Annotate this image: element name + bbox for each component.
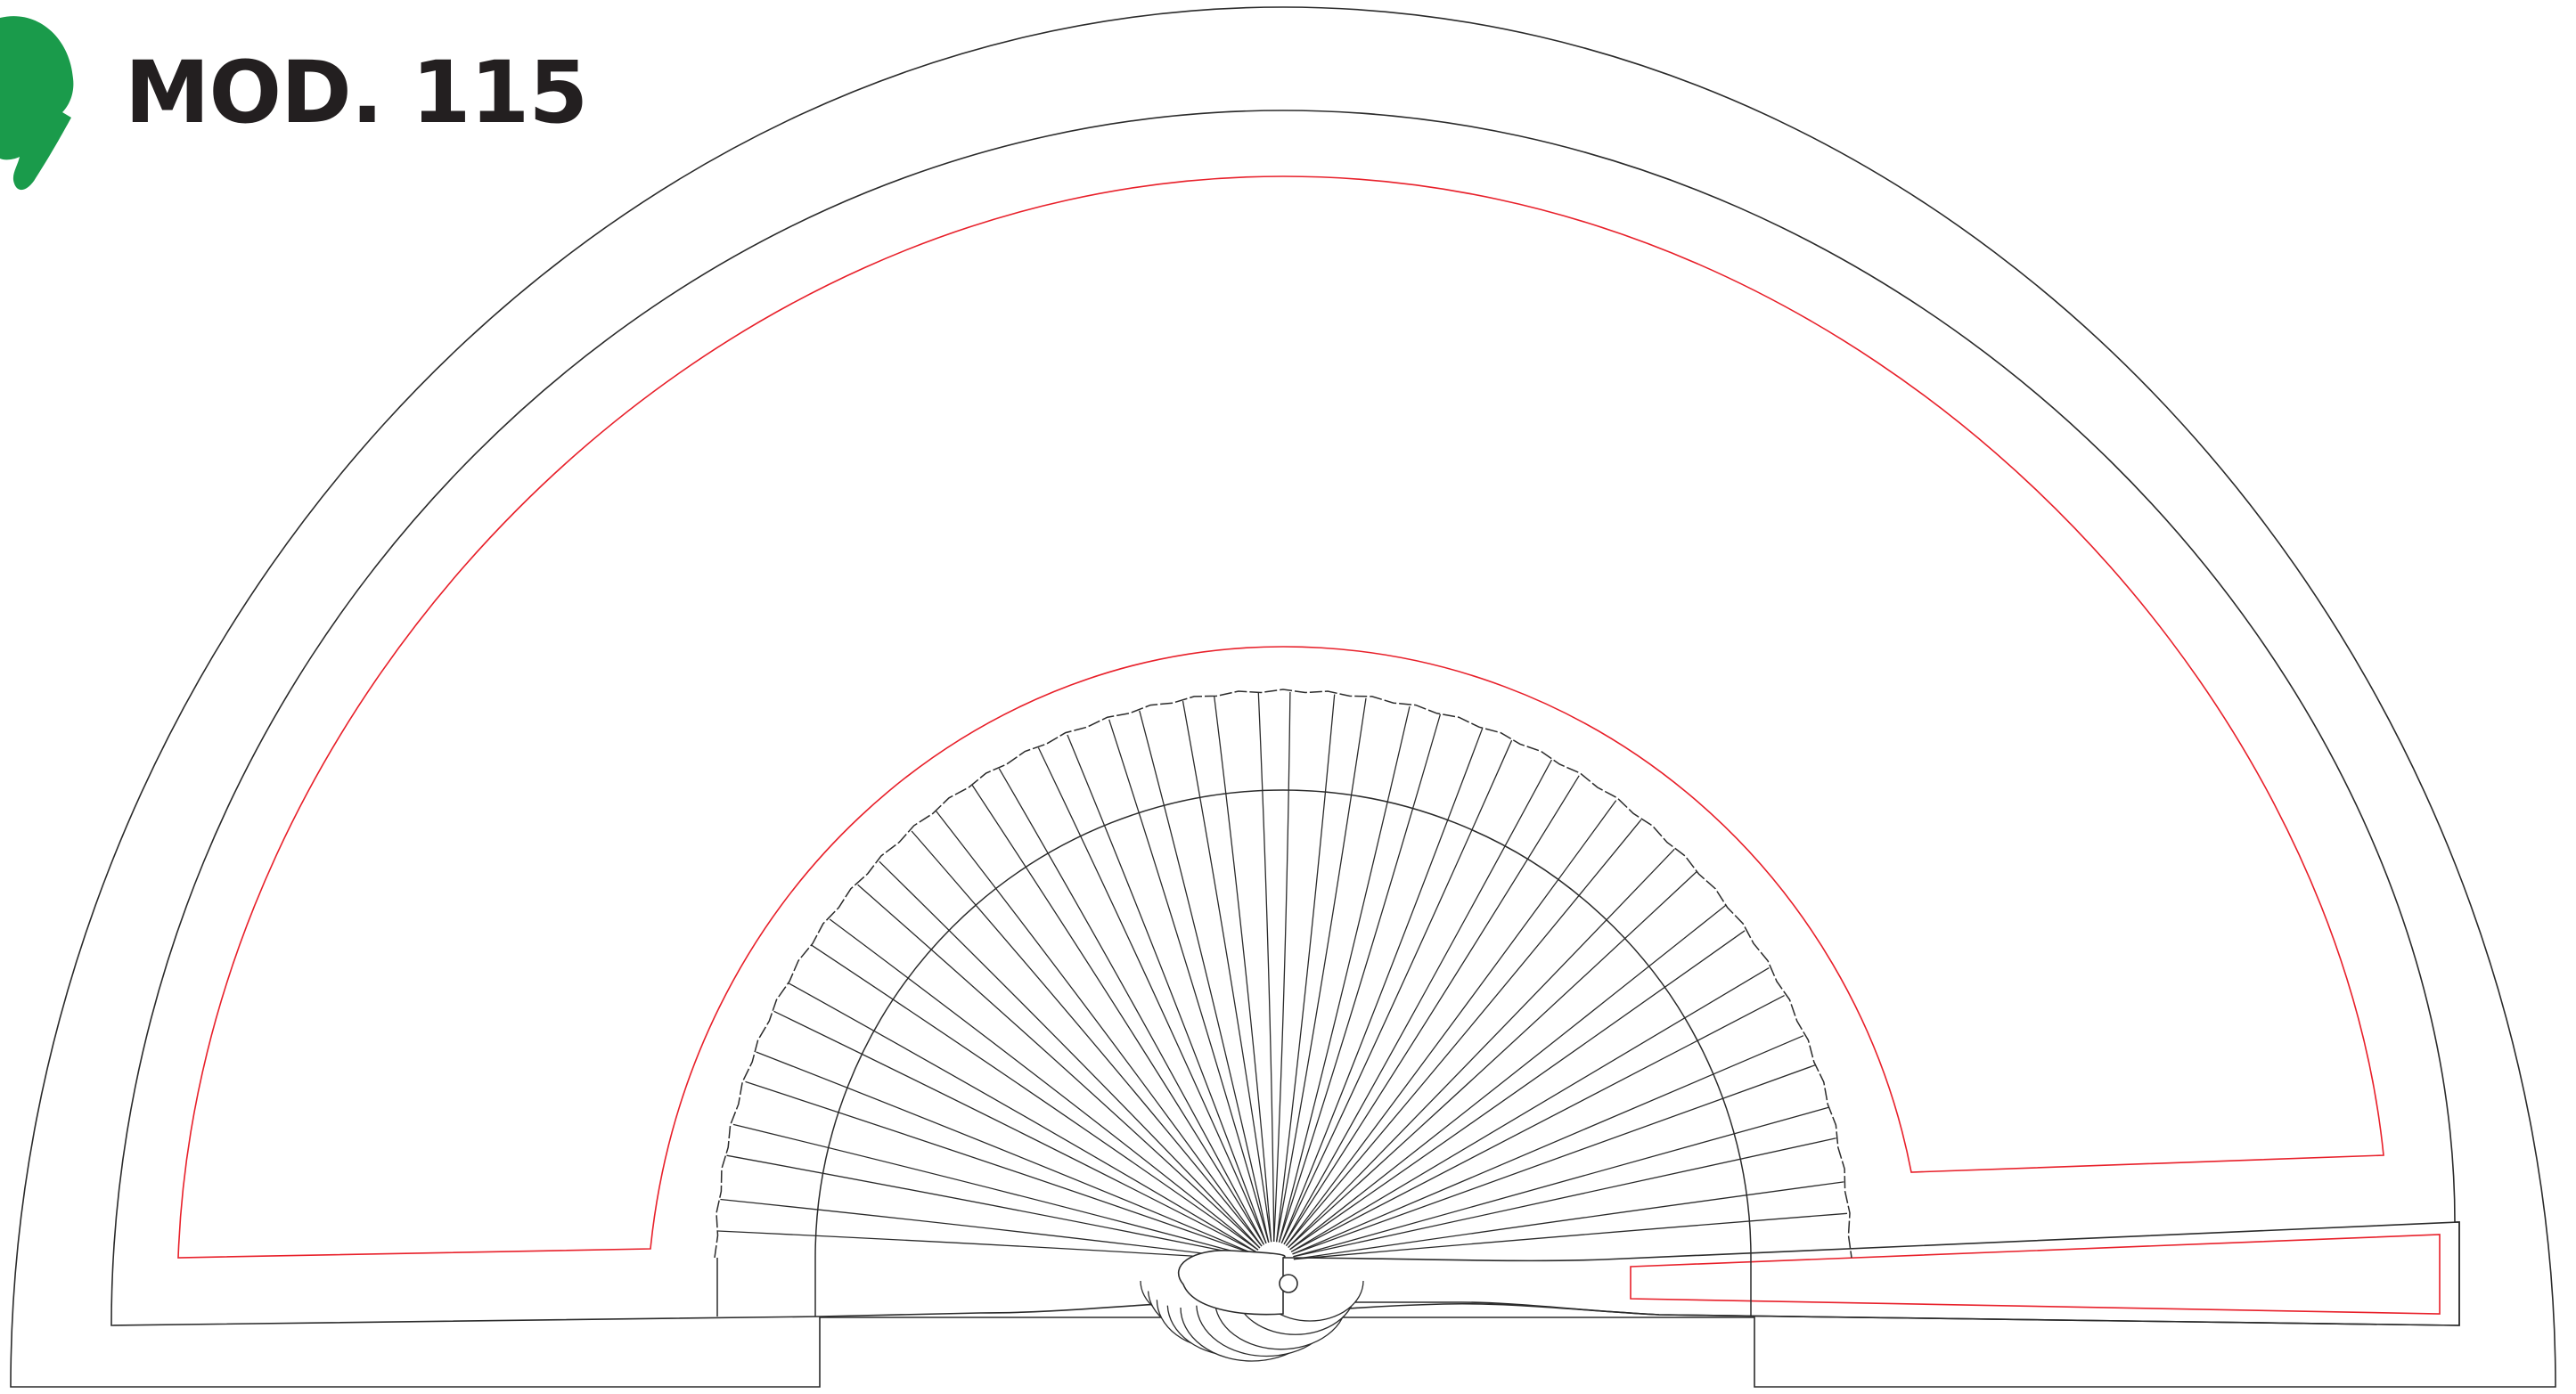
fan-rib-line — [1275, 694, 1336, 1243]
fan-rib-line — [788, 982, 1257, 1253]
fan-rib-line — [1285, 800, 1617, 1246]
fan-rib-line — [1290, 967, 1770, 1252]
green-mask-logo-icon — [0, 16, 74, 191]
fan-rib-line — [1214, 696, 1272, 1243]
fan-rib-line — [1288, 871, 1697, 1248]
fan-rib-line — [911, 830, 1263, 1247]
fan-rib-line — [971, 785, 1264, 1245]
fan-rib-line — [1288, 848, 1675, 1248]
fan-rib-line — [1139, 710, 1270, 1243]
print-area-bleed-line — [177, 175, 2384, 1259]
fan-rib-line — [726, 1154, 1255, 1259]
fan-rib-line — [732, 1123, 1255, 1259]
fan-rib-line — [1283, 759, 1552, 1245]
fan-rib-line — [879, 860, 1261, 1249]
fan-rib-line — [1067, 734, 1267, 1244]
logo-mask-shape — [0, 16, 74, 191]
fan-rib-line — [998, 768, 1264, 1245]
fan-rib-line — [1037, 747, 1267, 1244]
fan-rib-line — [717, 1230, 1255, 1260]
paper-outer-cut-line — [10, 6, 2556, 1388]
fan-rib-line — [1289, 930, 1746, 1251]
rib-inner-guide-arc — [814, 789, 1752, 1317]
fan-rib-line — [811, 944, 1259, 1251]
fan-rib-line — [1275, 697, 1367, 1243]
fan-rib-line — [1108, 719, 1270, 1243]
fan-rib-line — [1293, 1212, 1848, 1260]
fan-rib-line — [756, 1051, 1256, 1256]
paper-inner-margin-line — [110, 110, 2460, 1326]
pivot-head — [1177, 1250, 1286, 1316]
fan-rib-line — [935, 811, 1263, 1247]
fan-rib-line — [1293, 1181, 1844, 1260]
fan-rib-line — [1278, 705, 1411, 1243]
fan-rib-line — [1289, 904, 1727, 1251]
fan-rib-line — [1280, 728, 1484, 1243]
fan-rib-line — [1292, 1064, 1816, 1255]
fan-rib-line — [1278, 713, 1442, 1243]
fan-rib-line — [773, 1010, 1257, 1253]
fan-rib-line — [1182, 700, 1272, 1243]
fan-rib-line — [1257, 692, 1275, 1243]
fan-rib-line — [1273, 691, 1291, 1243]
fan-ribs-group — [714, 689, 1852, 1317]
guard-stick-bleed-line — [1630, 1234, 2441, 1315]
fan-rib-line — [829, 918, 1259, 1251]
guard-stick-outline — [1282, 1221, 2460, 1326]
fan-rib-line — [1283, 775, 1580, 1245]
fan-rib-line — [1293, 1137, 1836, 1258]
page-title: MOD. 115 — [125, 43, 588, 143]
fan-rib-line — [1292, 1035, 1804, 1255]
fan-rib-line — [1280, 739, 1513, 1243]
fan-rib-line — [1290, 995, 1785, 1252]
fan-rib-line — [1285, 819, 1642, 1247]
fan-rib-line — [745, 1080, 1256, 1256]
fan-rib-line — [857, 884, 1261, 1249]
pivot-rivet-hole — [1279, 1274, 1298, 1293]
rib-tips-edge — [714, 689, 1852, 1259]
fan-rib-line — [1293, 1106, 1829, 1258]
fan-rib-line — [720, 1198, 1255, 1260]
